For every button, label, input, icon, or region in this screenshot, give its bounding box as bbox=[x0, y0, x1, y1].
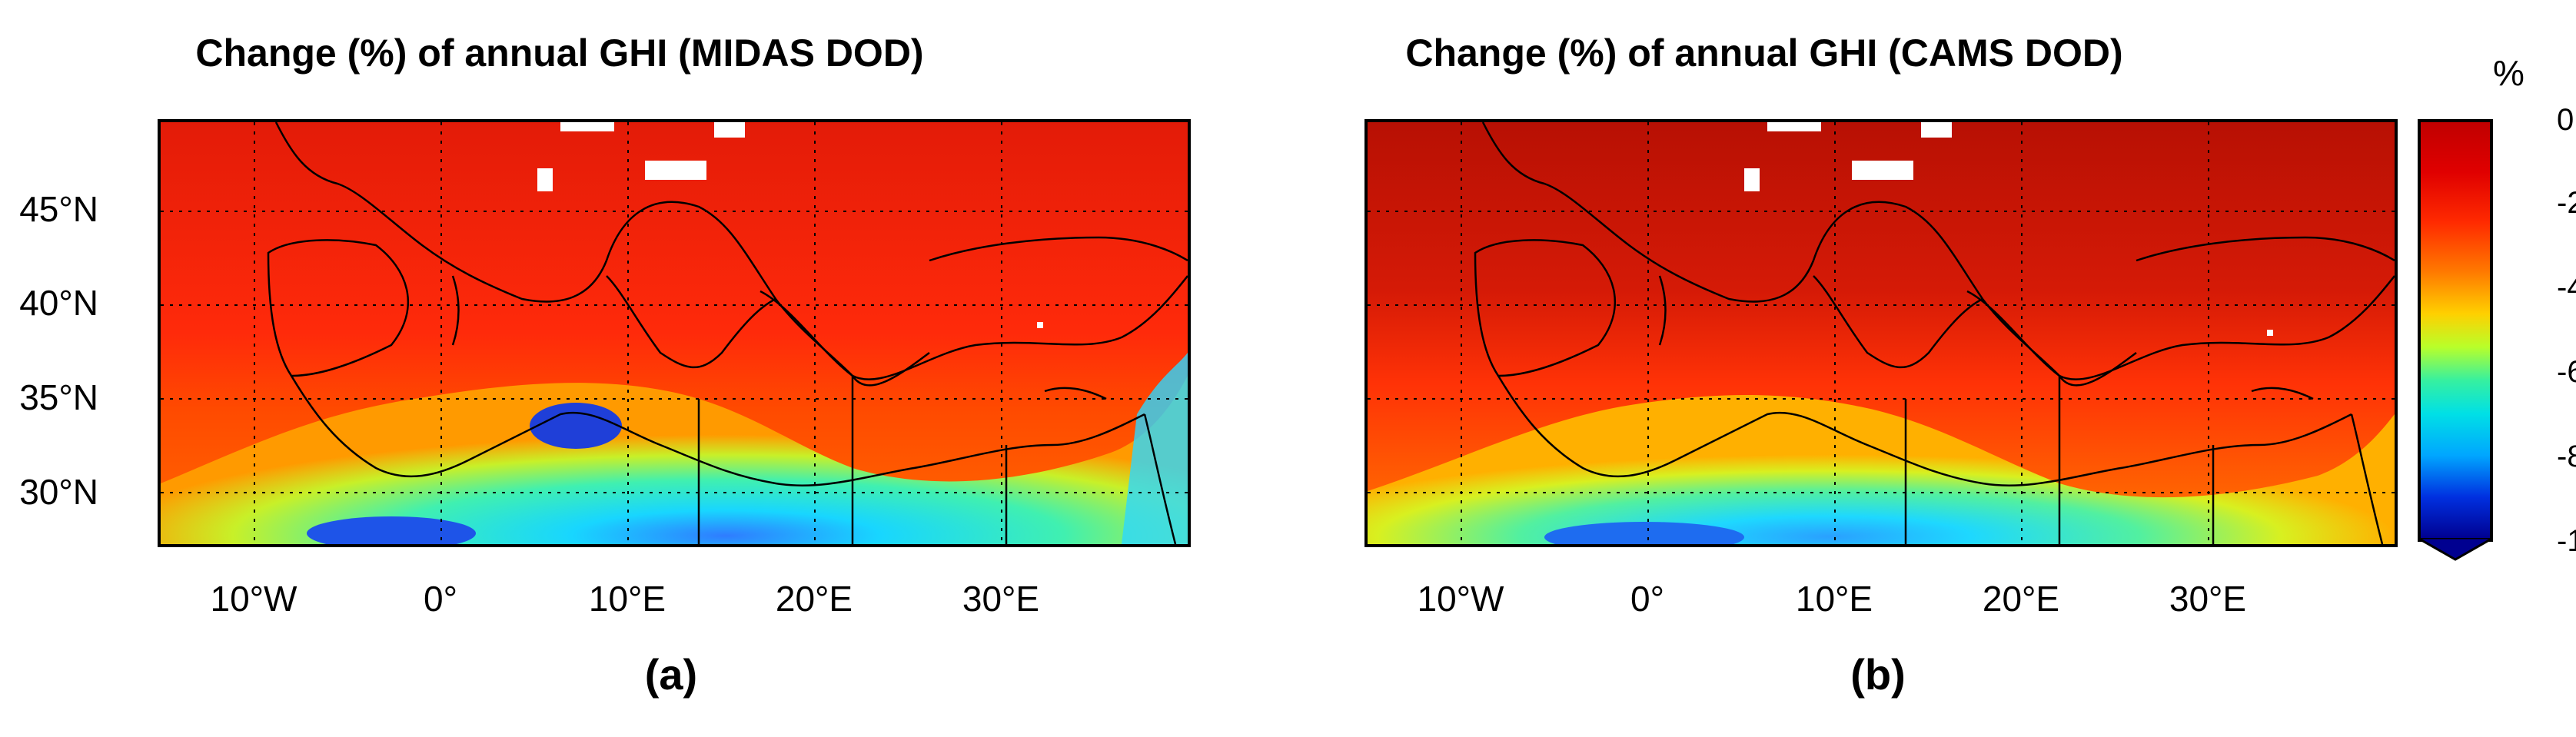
y-tick-45n: 45°N bbox=[19, 189, 98, 229]
colorbar bbox=[2418, 119, 2493, 542]
middle-east-region bbox=[1122, 353, 1188, 544]
y-tick-40n: 40°N bbox=[19, 283, 98, 323]
panel-a-title: Change (%) of annual GHI (MIDAS DOD) bbox=[195, 32, 924, 75]
colorbar-tick-6: -6 bbox=[2557, 355, 2576, 389]
graticule bbox=[161, 122, 1188, 544]
y-tick-35n: 35°N bbox=[19, 377, 98, 417]
y-tick-30n: 30°N bbox=[19, 472, 98, 512]
sahara-dust-region bbox=[1368, 395, 2395, 544]
colorbar-tick-4: -4 bbox=[2557, 271, 2576, 304]
dust-max-spot bbox=[530, 403, 622, 449]
colorbar-tick-8: -8 bbox=[2557, 440, 2576, 473]
panel-a-label: (a) bbox=[644, 650, 698, 699]
missing-data-cells bbox=[1744, 122, 2273, 336]
x-tick-0: 0° bbox=[424, 579, 457, 619]
panel-a-map bbox=[158, 119, 1191, 547]
x-tick-20e: 20°E bbox=[775, 579, 853, 619]
panel-b-map-svg bbox=[1368, 122, 2395, 544]
coastlines bbox=[267, 122, 1188, 544]
dust-max-south bbox=[1544, 522, 1744, 544]
graticule bbox=[1368, 122, 2395, 544]
x-tick-10w-b: 10°W bbox=[1417, 579, 1504, 619]
panel-b-label: (b) bbox=[1850, 650, 1906, 699]
sahara-dust-region bbox=[161, 376, 1188, 544]
panel-b-map bbox=[1364, 119, 2398, 547]
x-tick-10e-b: 10°E bbox=[1795, 579, 1873, 619]
colorbar-arrow bbox=[2418, 538, 2493, 561]
x-tick-0-b: 0° bbox=[1630, 579, 1664, 619]
x-tick-10w: 10°W bbox=[210, 579, 297, 619]
panel-a-map-svg bbox=[161, 122, 1188, 544]
colorbar-tick-2: -2 bbox=[2557, 186, 2576, 220]
x-tick-10e: 10°E bbox=[588, 579, 666, 619]
x-tick-30e-b: 30°E bbox=[2169, 579, 2247, 619]
panel-b-title: Change (%) of annual GHI (CAMS DOD) bbox=[1405, 32, 2123, 75]
dust-max-south bbox=[307, 516, 476, 544]
x-tick-20e-b: 20°E bbox=[1982, 579, 2060, 619]
missing-data-cells bbox=[537, 122, 1043, 328]
colorbar-tick-0: 0 bbox=[2557, 103, 2574, 137]
coastlines bbox=[1474, 122, 2395, 544]
colorbar-tick-10: -10 bbox=[2557, 524, 2576, 558]
x-tick-30e: 30°E bbox=[962, 579, 1040, 619]
colorbar-unit: % bbox=[2493, 53, 2524, 93]
